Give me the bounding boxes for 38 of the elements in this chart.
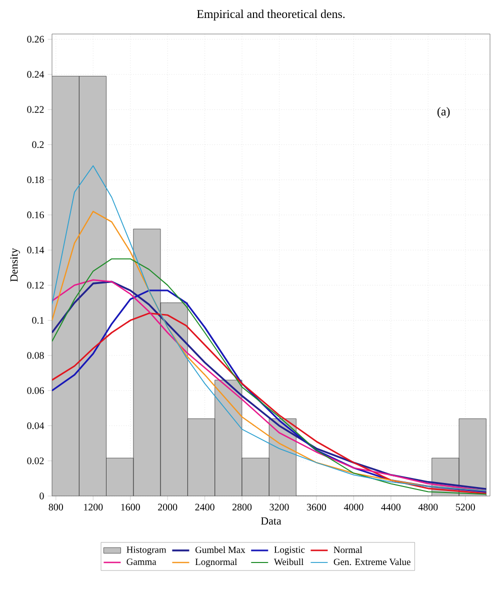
x-tick-label: 5200	[456, 504, 475, 510]
x-tick-label: 800	[48, 504, 64, 510]
x-tick-label: 2000	[158, 504, 178, 510]
x-tick-label: 4000	[344, 504, 364, 510]
legend-label: Logistic	[274, 546, 305, 555]
x-tick-label: 1600	[121, 504, 140, 510]
chart-title: Empirical and theoretical dens.	[196, 10, 345, 20]
legend-label: Normal	[334, 546, 362, 554]
y-tick-label: 0.24	[27, 71, 44, 78]
y-tick-label: 0.18	[27, 176, 44, 184]
x-tick-label: 3200	[270, 504, 289, 510]
y-tick-label: 0.06	[27, 387, 44, 394]
x-tick-label: 4800	[418, 504, 438, 510]
x-tick-label: 2800	[232, 504, 252, 510]
y-tick-label: 0	[40, 492, 44, 500]
annotation: (a)	[437, 107, 450, 118]
y-tick-label: 0.2	[32, 141, 44, 148]
x-tick-label: 3600	[306, 504, 326, 510]
y-tick-label: 0.16	[27, 212, 44, 218]
legend-label: Gamma	[126, 558, 156, 565]
x-tick-label: 1200	[84, 504, 103, 510]
legend-label: Gen. Extreme Value	[334, 558, 410, 566]
y-tick-label: 0.02	[27, 457, 44, 464]
y-tick-label: 0.14	[27, 246, 44, 254]
y-tick-label: 0.26	[27, 36, 44, 43]
y-tick-label: 0.22	[27, 106, 44, 113]
legend-label: Gumbel Max	[195, 546, 246, 554]
y-tick-label: 0.08	[27, 352, 44, 359]
legend-label: Lognormal	[195, 558, 237, 568]
legend-label: Weibull	[274, 558, 304, 566]
y-tick-label: 0.1	[32, 316, 44, 324]
x-tick-label: 2400	[195, 504, 214, 510]
y-tick-label: 0.12	[27, 282, 44, 289]
y-axis-title: Density	[10, 248, 20, 282]
x-tick-label: 4400	[381, 504, 400, 510]
x-axis-title: Data	[260, 517, 282, 525]
y-tick-label: 0.04	[27, 422, 44, 430]
legend-label: Histogram	[126, 546, 166, 555]
